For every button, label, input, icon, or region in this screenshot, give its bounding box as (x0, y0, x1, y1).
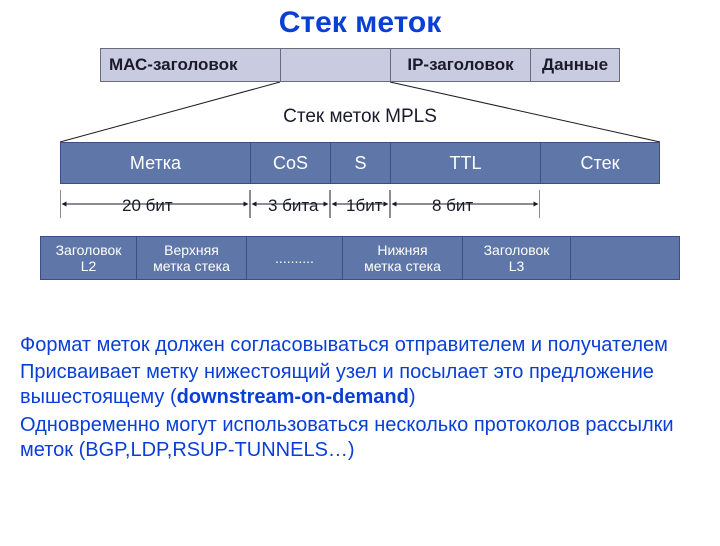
packet-cell-gap (281, 49, 391, 81)
mpls-stack-label: Стек меток MPLS (40, 106, 680, 128)
encap-cell-dots: .......... (246, 236, 342, 280)
bit-label-20: 20 бит (122, 196, 173, 216)
encap-cell-top: Верхняяметка стека (136, 236, 246, 280)
encap-cell-l2: ЗаголовокL2 (40, 236, 136, 280)
body-p2: Присваивает метку нижестоящий узел и пос… (20, 360, 700, 410)
packet-cell-mac: МАС-заголовок (101, 49, 281, 81)
mpls-field-cos: CoS (250, 142, 330, 184)
bit-label-8: 8 бит (432, 196, 473, 216)
bit-ruler: 20 бит 3 бита 1бит 8 бит (60, 190, 540, 224)
body-p1: Формат меток должен согласовываться отпр… (20, 333, 700, 358)
mpls-field-ttl: TTL (390, 142, 540, 184)
encap-cell-rest (570, 236, 679, 280)
mpls-field-stack: Стек (540, 142, 659, 184)
bit-label-1: 1бит (346, 196, 382, 216)
mpls-diagram: МАС-заголовок IP-заголовок Данные Стек м… (40, 48, 680, 333)
body-p2b: downstream-on-demand (177, 386, 409, 408)
mpls-field-s: S (330, 142, 390, 184)
packet-cell-ip: IP-заголовок (391, 49, 531, 81)
body-text: Формат меток должен согласовываться отпр… (20, 333, 700, 463)
body-p2c: ) (409, 386, 416, 408)
page-title: Стек меток (0, 6, 720, 40)
mpls-fields-row: Метка CoS S TTL Стек (60, 142, 660, 184)
packet-cell-data: Данные (531, 49, 619, 81)
encap-cell-l3: ЗаголовокL3 (462, 236, 570, 280)
encap-cell-bot: Нижняяметка стека (342, 236, 462, 280)
encapsulation-row: ЗаголовокL2 Верхняяметка стека .........… (40, 236, 680, 280)
mpls-field-label: Метка (60, 142, 250, 184)
bit-label-3: 3 бита (268, 196, 318, 216)
body-p3: Одновременно могут использоваться нескол… (20, 413, 700, 463)
packet-row: МАС-заголовок IP-заголовок Данные (100, 48, 620, 82)
